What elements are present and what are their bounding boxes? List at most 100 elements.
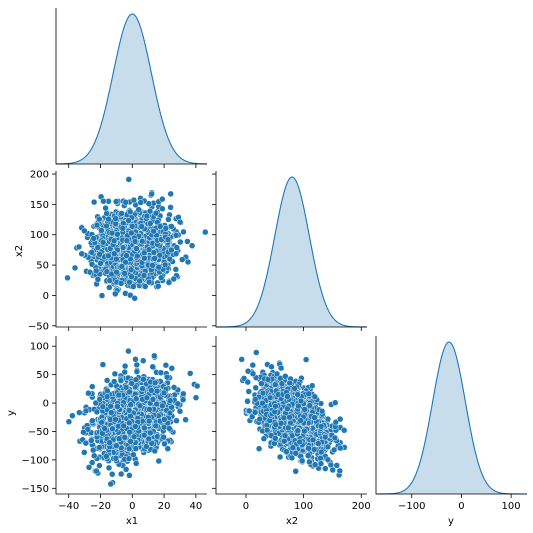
- y-tick-label-y: 0: [43, 399, 49, 410]
- scatter-point: [126, 428, 133, 436]
- scatter-point: [90, 452, 98, 459]
- x-tick-label-x1: 0: [129, 501, 135, 512]
- y-tick-label-x2: 150: [30, 200, 49, 211]
- scatter-point: [282, 373, 289, 380]
- scatter-point: [140, 376, 147, 383]
- scatter-point: [92, 267, 100, 275]
- scatter-point: [170, 384, 178, 391]
- scatter-point: [112, 198, 120, 205]
- kde-panel-y: [376, 341, 527, 495]
- scatter-point: [93, 467, 100, 475]
- scatter-point: [145, 435, 153, 443]
- scatter-point: [136, 277, 143, 285]
- scatter-point: [284, 405, 291, 413]
- scatter-point: [123, 237, 131, 244]
- scatter-point: [145, 246, 153, 253]
- x-axis-label-y: y: [448, 516, 454, 527]
- scatter-point: [298, 457, 306, 465]
- y-tick-label-y: −100: [22, 455, 49, 466]
- scatter-point: [294, 391, 301, 398]
- scatter-point: [173, 244, 181, 251]
- scatter-point: [112, 215, 119, 222]
- scatter-point: [160, 433, 167, 441]
- scatter-point: [331, 399, 339, 406]
- scatter-point: [111, 370, 119, 378]
- scatter-point: [264, 376, 272, 383]
- scatter-point: [121, 270, 128, 277]
- scatter-point: [99, 403, 107, 410]
- scatter-point: [103, 453, 110, 460]
- scatter-point: [272, 421, 280, 428]
- y-tick-label-x2: 50: [36, 261, 49, 272]
- scatter-point: [315, 440, 322, 447]
- scatter-point: [113, 268, 120, 276]
- scatter-point: [132, 445, 140, 452]
- scatter-point: [150, 227, 157, 235]
- scatter-point: [311, 461, 319, 468]
- x-tick-label-x1: −20: [90, 501, 111, 512]
- scatter-point: [177, 238, 184, 246]
- scatter-point: [65, 418, 73, 425]
- y-axis-label-y: y: [6, 410, 17, 416]
- scatter-point: [133, 368, 141, 375]
- scatter-point: [305, 445, 312, 452]
- y-tick-label-y: −150: [22, 484, 49, 495]
- scatter-point: [106, 439, 113, 446]
- scatter-point: [103, 377, 111, 384]
- scatter-point: [182, 416, 189, 423]
- scatter-point: [107, 403, 114, 410]
- scatter-point: [244, 398, 251, 405]
- scatter-point: [317, 423, 325, 430]
- scatter-point: [132, 460, 140, 467]
- x-tick-label-y: 100: [502, 501, 521, 512]
- scatter-point: [245, 388, 253, 395]
- scatter-point: [286, 413, 293, 421]
- scatter-point: [157, 274, 165, 281]
- scatter-point: [114, 230, 121, 238]
- scatter-point: [162, 361, 170, 369]
- scatter-point: [121, 362, 129, 370]
- scatter-point: [278, 380, 286, 387]
- scatter-point: [295, 402, 302, 410]
- scatter-point: [176, 408, 184, 415]
- scatter-point: [249, 370, 257, 378]
- scatter-point: [92, 399, 100, 407]
- scatter-point: [76, 409, 83, 416]
- scatter-point: [97, 260, 104, 267]
- scatter-point: [258, 380, 265, 387]
- scatter-point: [284, 393, 291, 400]
- scatter-point: [119, 244, 127, 251]
- scatter-point: [164, 445, 172, 452]
- scatter-point: [106, 284, 113, 291]
- scatter-point: [96, 215, 103, 223]
- scatter-point: [125, 445, 133, 453]
- scatter-point: [167, 204, 174, 211]
- scatter-point: [143, 212, 151, 220]
- scatter-point: [128, 223, 136, 230]
- y-tick-label-x2: 0: [43, 291, 49, 302]
- scatter-point: [117, 377, 125, 384]
- scatter-point: [163, 373, 171, 381]
- scatter-point: [152, 422, 160, 430]
- scatter-point: [126, 278, 133, 286]
- kde-line-x1: [55, 13, 208, 165]
- scatter-point: [336, 415, 344, 423]
- scatter-point: [107, 480, 114, 488]
- scatter-point: [168, 246, 175, 254]
- scatter-point: [113, 255, 120, 263]
- scatter-point: [272, 403, 279, 410]
- scatter-point: [108, 229, 116, 237]
- scatter-point: [151, 447, 159, 455]
- kde-fill-y: [376, 342, 527, 494]
- scatter-point: [96, 251, 103, 258]
- scatter-point: [81, 449, 88, 456]
- scatter-point: [166, 425, 173, 432]
- scatter-point: [109, 425, 116, 433]
- x-tick-label-y: −100: [398, 501, 425, 512]
- scatter-point: [140, 272, 148, 279]
- axis-spine-y-kde: [375, 336, 527, 495]
- scatter-point: [135, 206, 142, 213]
- scatter-point: [329, 466, 336, 474]
- scatter-point: [271, 408, 278, 416]
- scatter-point: [125, 176, 133, 183]
